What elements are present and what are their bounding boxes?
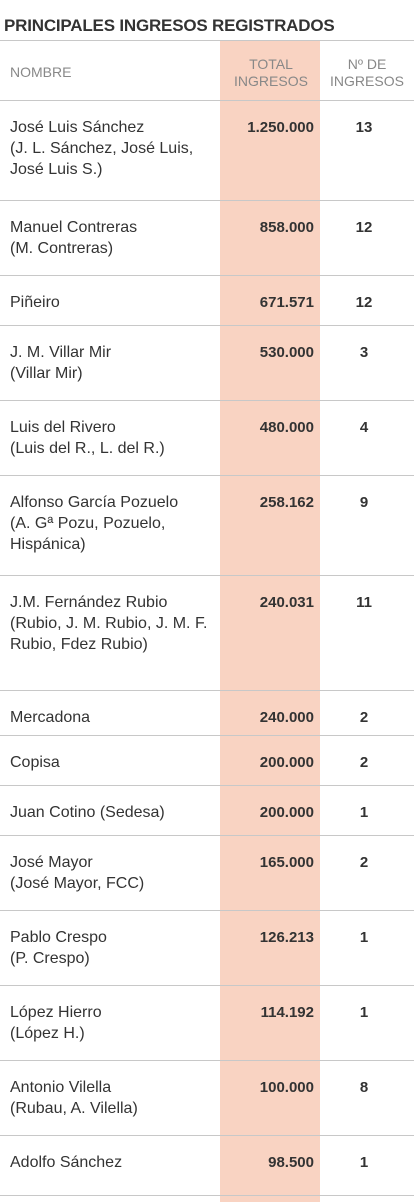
name: Copisa (10, 754, 60, 771)
rule (0, 985, 414, 986)
count: 4 (359, 419, 369, 436)
rule (0, 910, 414, 911)
total: 530.000 (259, 344, 314, 361)
name: J. M. Villar Mir (10, 344, 112, 361)
name-cell: Alfonso García Pozuelo (A. Gª Pozu, Pozue… (10, 492, 215, 555)
count: 2 (359, 854, 369, 871)
alias: (Villar Mir) (10, 365, 83, 382)
alias: (A. Gª Pozu, Pozuelo, Hispánica) (10, 515, 166, 553)
name-cell: Luis del Rivero (Luis del R., L. del R.) (10, 417, 215, 459)
rule (0, 40, 414, 41)
name: Pablo Crespo (10, 929, 107, 946)
name: Mercadona (10, 709, 91, 726)
count: 1 (359, 929, 369, 946)
name: José Mayor (10, 854, 93, 871)
count: 1 (359, 804, 369, 821)
alias: (Rubio, J. M. Rubio, J. M. F. Rubio, Fde… (10, 615, 208, 653)
alias: (P. Crespo) (10, 950, 90, 967)
rule (0, 1195, 414, 1196)
rule (0, 735, 414, 736)
total: 671.571 (259, 294, 314, 311)
name-cell: Juan Cotino (Sedesa) (10, 802, 215, 823)
name: López Hierro (10, 1004, 102, 1021)
rule (0, 1135, 414, 1136)
count: 8 (359, 1079, 369, 1096)
title: PRINCIPALES INGRESOS REGISTRADOS (4, 16, 335, 35)
total: 1.250.000 (247, 119, 314, 136)
rule (0, 785, 414, 786)
count: 9 (359, 494, 369, 511)
name-cell: José Luis Sánchez (J. L. Sánchez, José Lu… (10, 117, 215, 180)
name-cell: Copisa (10, 752, 215, 773)
total: 200.000 (259, 754, 314, 771)
total: 240.031 (259, 594, 314, 611)
total: 240.000 (259, 709, 314, 726)
name: Alfonso García Pozuelo (10, 494, 179, 511)
name: Adolfo Sánchez (10, 1154, 123, 1171)
rule (0, 575, 414, 576)
rule (0, 275, 414, 276)
name: Piñeiro (10, 294, 60, 311)
count: 11 (356, 594, 372, 611)
name-cell: Adolfo Sánchez (10, 1152, 215, 1173)
count: 2 (359, 754, 369, 771)
name-cell: Piñeiro (10, 292, 215, 313)
count: 1 (359, 1004, 369, 1021)
name-cell: Antonio Vilella (Rubau, A. Vilella) (10, 1077, 215, 1119)
total: 114.192 (260, 1004, 314, 1021)
name: Luis del Rivero (10, 419, 116, 436)
alias: (Rubau, A. Vilella) (10, 1100, 138, 1117)
count: 1 (359, 1154, 369, 1171)
name-cell: López Hierro (López H.) (10, 1002, 215, 1044)
name: Antonio Vilella (10, 1079, 112, 1096)
name: José Luis Sánchez (10, 119, 145, 136)
column-header: TOTAL INGRESOS (234, 56, 308, 89)
rule (0, 325, 414, 326)
count: 12 (355, 219, 373, 236)
total: 480.000 (259, 419, 314, 436)
total: 165.000 (259, 854, 314, 871)
count: 3 (359, 344, 369, 361)
total: 98.500 (268, 1154, 314, 1171)
rule (0, 475, 414, 476)
total: 858.000 (259, 219, 314, 236)
count: 12 (355, 294, 373, 311)
name: J.M. Fernández Rubio (10, 594, 168, 611)
name-cell: Pablo Crespo (P. Crespo) (10, 927, 215, 969)
rule (0, 1060, 414, 1061)
alias: (Luis del R., L. del R.) (10, 440, 165, 457)
total: 100.000 (259, 1079, 314, 1096)
count: 13 (355, 119, 373, 136)
name-cell: J.M. Fernández Rubio (Rubio, J. M. Rubio,… (10, 592, 215, 655)
name-cell: Mercadona (10, 707, 215, 728)
alias: (M. Contreras) (10, 240, 114, 257)
total: 258.162 (259, 494, 314, 511)
name: Manuel Contreras (10, 219, 138, 236)
total: 126.213 (259, 929, 314, 946)
column-header: Nº DE INGRESOS (330, 56, 404, 89)
name: Juan Cotino (Sedesa) (10, 804, 165, 821)
alias: (López H.) (10, 1025, 85, 1042)
total-column-band (220, 40, 320, 1202)
count: 2 (359, 709, 369, 726)
name-cell: Manuel Contreras (M. Contreras) (10, 217, 215, 259)
rule (0, 100, 414, 101)
rule (0, 400, 414, 401)
rule (0, 200, 414, 201)
alias: (José Mayor, FCC) (10, 875, 145, 892)
alias: (J. L. Sánchez, José Luis, José Luis S.) (10, 140, 194, 178)
rule (0, 835, 414, 836)
name-cell: José Mayor (José Mayor, FCC) (10, 852, 215, 894)
column-header: NOMBRE (10, 64, 72, 80)
rule (0, 690, 414, 691)
name-cell: J. M. Villar Mir (Villar Mir) (10, 342, 215, 384)
total: 200.000 (259, 804, 314, 821)
